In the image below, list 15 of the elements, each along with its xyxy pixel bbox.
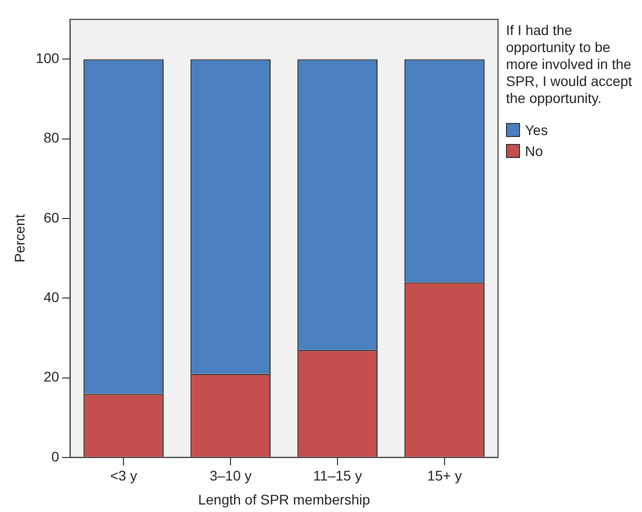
x-tick-label: 3–10 y: [210, 468, 252, 484]
x-axis-title: Length of SPR membership: [198, 491, 370, 508]
y-tick-label: 100: [36, 50, 60, 66]
y-tick-label: 20: [44, 368, 60, 385]
y-axis-title: Percent: [11, 214, 28, 263]
y-tick-label: 0: [51, 448, 60, 464]
x-tick-label: <3 y: [110, 468, 138, 484]
text: Yes: [525, 122, 548, 138]
y-tick-label: 40: [44, 288, 60, 305]
legend-label: No: [525, 142, 543, 158]
y-tick-label: 60: [44, 209, 60, 226]
y-tick-label: 80: [44, 130, 60, 146]
x-tick-label: 15+ y: [427, 468, 462, 484]
legend-title: If I had the opportunity to be more involved in the SPR, I would accept the opportunity.: [506, 22, 634, 107]
x-tick-label: 11–15 y: [313, 468, 362, 484]
